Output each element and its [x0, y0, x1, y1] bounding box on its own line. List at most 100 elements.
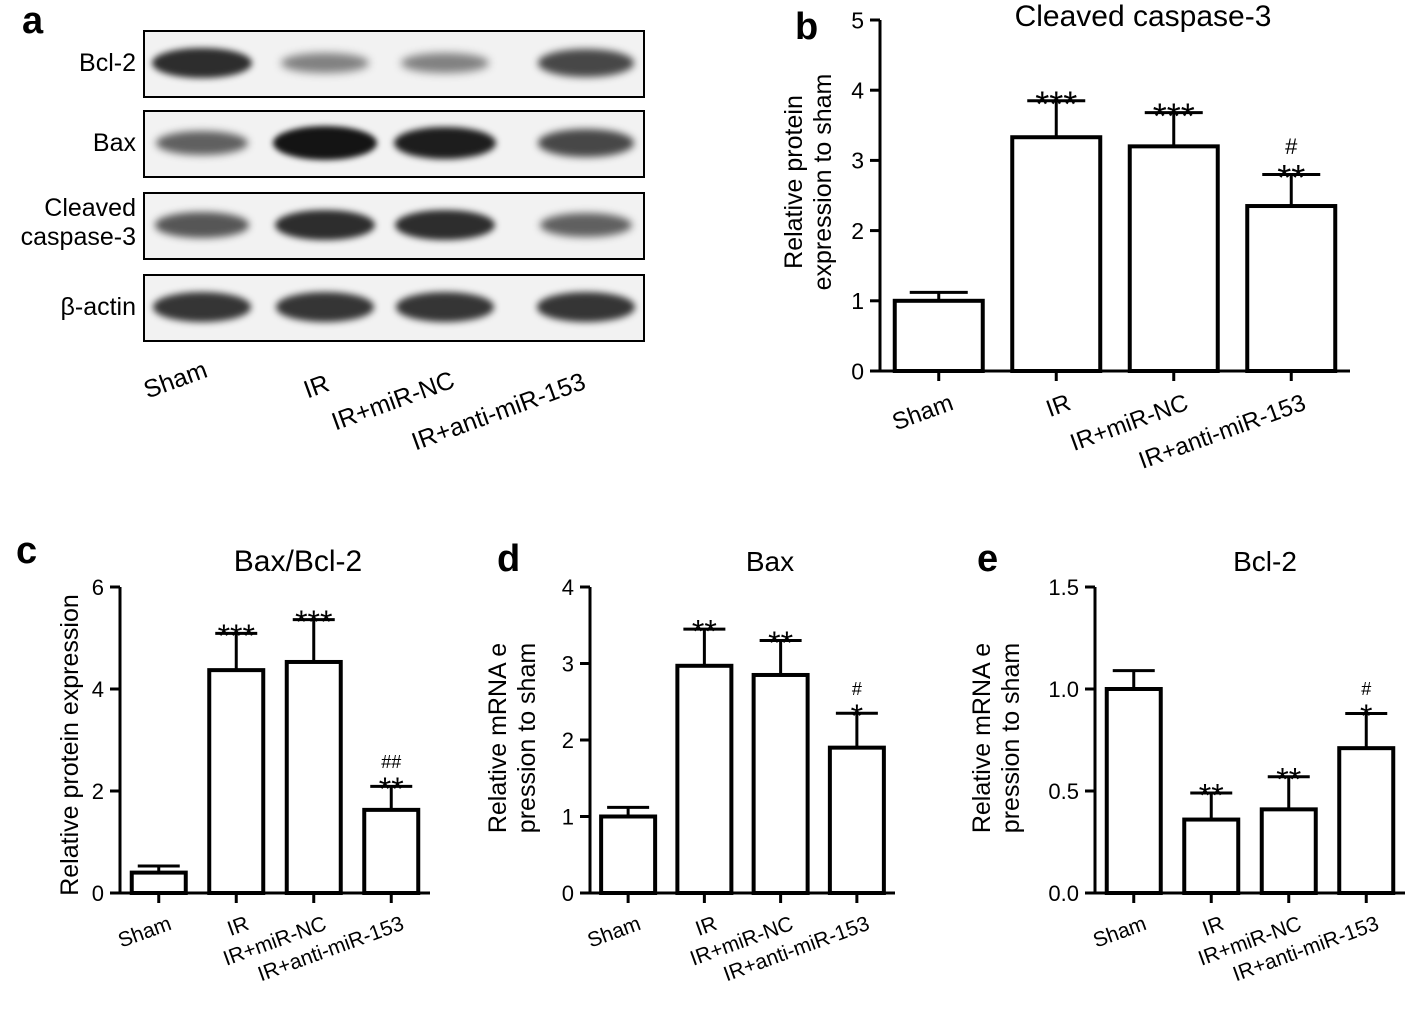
- y-tick-label: 1: [851, 288, 864, 314]
- blot-band: [536, 292, 636, 322]
- y-axis-label: Relative protein: [780, 95, 808, 269]
- y-tick-label: 1.0: [1048, 677, 1079, 702]
- blot-band: [537, 49, 635, 77]
- blot-band: [393, 126, 497, 160]
- chart-title: Bcl-2: [1233, 546, 1297, 577]
- bar: [675, 663, 734, 895]
- chart-title: Bax/Bcl-2: [234, 545, 362, 578]
- significance-stars: ***: [295, 604, 332, 640]
- blot-row-label: Cleaved caspase-3: [20, 194, 136, 251]
- y-tick-label: 1: [562, 804, 574, 829]
- bar: [129, 870, 188, 896]
- significance-stars: **: [768, 625, 793, 661]
- blot-band: [275, 292, 375, 322]
- significance-stars: *: [851, 698, 863, 734]
- panel-letter-d: d: [497, 538, 521, 580]
- y-tick-label: 5: [851, 7, 864, 33]
- y-axis-label: Relative protein expression: [56, 594, 84, 896]
- significance-stars: **: [1199, 778, 1224, 814]
- significance-stars: ***: [1035, 84, 1077, 125]
- chart-bax-mrna: Bax 0 1 2 3 4 Relative mRNA e pression to sham S…: [484, 546, 895, 986]
- significance-hash: #: [852, 679, 862, 699]
- y-tick-label: 3: [562, 651, 574, 676]
- blot-strip: [143, 274, 645, 342]
- y-tick-label: 2: [851, 218, 864, 244]
- blot-row-label: Bax: [92, 129, 136, 157]
- y-axis-label: pression to sham: [997, 643, 1025, 833]
- bar: [1127, 144, 1220, 373]
- blot-strip: [143, 30, 645, 98]
- significance-stars: **: [1277, 157, 1305, 198]
- category-label: Sham: [889, 389, 957, 436]
- category-label: Sham: [584, 912, 643, 952]
- category-label: IR: [224, 912, 252, 941]
- category-label: Sham: [1090, 912, 1149, 952]
- blot-band: [539, 212, 633, 238]
- bar: [1259, 807, 1318, 895]
- y-tick-label: 0.5: [1048, 779, 1079, 804]
- y-axis-label: Relative mRNA e: [484, 643, 512, 833]
- bar: [284, 659, 343, 895]
- significance-stars: *: [1360, 698, 1372, 734]
- y-tick-label: 6: [92, 575, 104, 600]
- significance-stars: **: [1276, 761, 1301, 797]
- blot-band: [394, 209, 496, 241]
- significance-hash: ##: [381, 752, 401, 772]
- category-label: IR: [1199, 912, 1227, 941]
- bar: [362, 807, 421, 895]
- bar: [1182, 817, 1241, 895]
- y-tick-label: 0: [851, 358, 864, 384]
- bar: [599, 814, 658, 895]
- blot-lane-label: IR: [300, 369, 334, 405]
- blot-band: [274, 209, 376, 241]
- y-tick-label: 4: [92, 677, 104, 702]
- significance-stars: ***: [1153, 95, 1195, 136]
- panel-letter-b: b: [795, 6, 819, 48]
- y-axis-label: pression to sham: [513, 643, 541, 833]
- blot-band: [395, 292, 495, 322]
- bar: [1104, 687, 1163, 895]
- blot-row-label: β-actin: [60, 293, 136, 321]
- y-axis-label: Relative mRNA e: [968, 643, 996, 833]
- bar: [892, 298, 985, 373]
- bar: [751, 672, 810, 895]
- blot-band: [155, 130, 249, 156]
- bar: [1245, 204, 1338, 373]
- blot-band: [273, 126, 377, 160]
- chart-bax-bcl2: Bax/Bcl-2 0 2 4 6 Relative protein expression…: [56, 545, 430, 986]
- significance-stars: ***: [218, 618, 255, 654]
- y-tick-label: 4: [562, 575, 574, 600]
- blot-band: [155, 212, 249, 238]
- blot-strip: [143, 192, 645, 260]
- bar: [827, 745, 886, 895]
- blot-band: [281, 53, 369, 73]
- panel-letter-c: c: [16, 530, 38, 572]
- blot-band: [537, 129, 635, 157]
- significance-hash: #: [1361, 679, 1371, 699]
- y-axis-label: expression to sham: [809, 74, 837, 291]
- chart-cleaved-caspase-3: Cleaved caspase-3 0 1 2 3 4 5 Relative protein e…: [780, 0, 1350, 475]
- category-label: IR: [1043, 389, 1075, 423]
- chart-bcl2-mrna: Bcl-2 0.0 0.5 1.0 1.5 Relative mRNA e pression…: [968, 546, 1405, 986]
- significance-stars: **: [692, 614, 717, 650]
- blot-row-label: Bcl-2: [79, 49, 136, 77]
- y-tick-label: 4: [851, 77, 864, 103]
- y-tick-label: 2: [562, 728, 574, 753]
- significance-stars: **: [379, 771, 404, 807]
- panel-letter-a: a: [22, 0, 44, 42]
- bar: [207, 668, 266, 895]
- blot-lane-label: Sham: [140, 355, 211, 405]
- bar: [1010, 135, 1103, 373]
- blot-band: [152, 292, 252, 322]
- significance-hash: #: [1285, 134, 1298, 159]
- panel-letter-e: e: [977, 538, 999, 580]
- category-label: Sham: [115, 912, 174, 952]
- chart-title: Cleaved caspase-3: [1015, 0, 1272, 33]
- y-tick-label: 0: [92, 881, 104, 906]
- y-tick-label: 1.5: [1048, 575, 1079, 600]
- category-label: IR: [692, 912, 720, 941]
- chart-title: Bax: [746, 546, 794, 577]
- blot-band: [151, 47, 253, 79]
- y-tick-label: 0.0: [1048, 881, 1079, 906]
- bar: [1337, 746, 1396, 895]
